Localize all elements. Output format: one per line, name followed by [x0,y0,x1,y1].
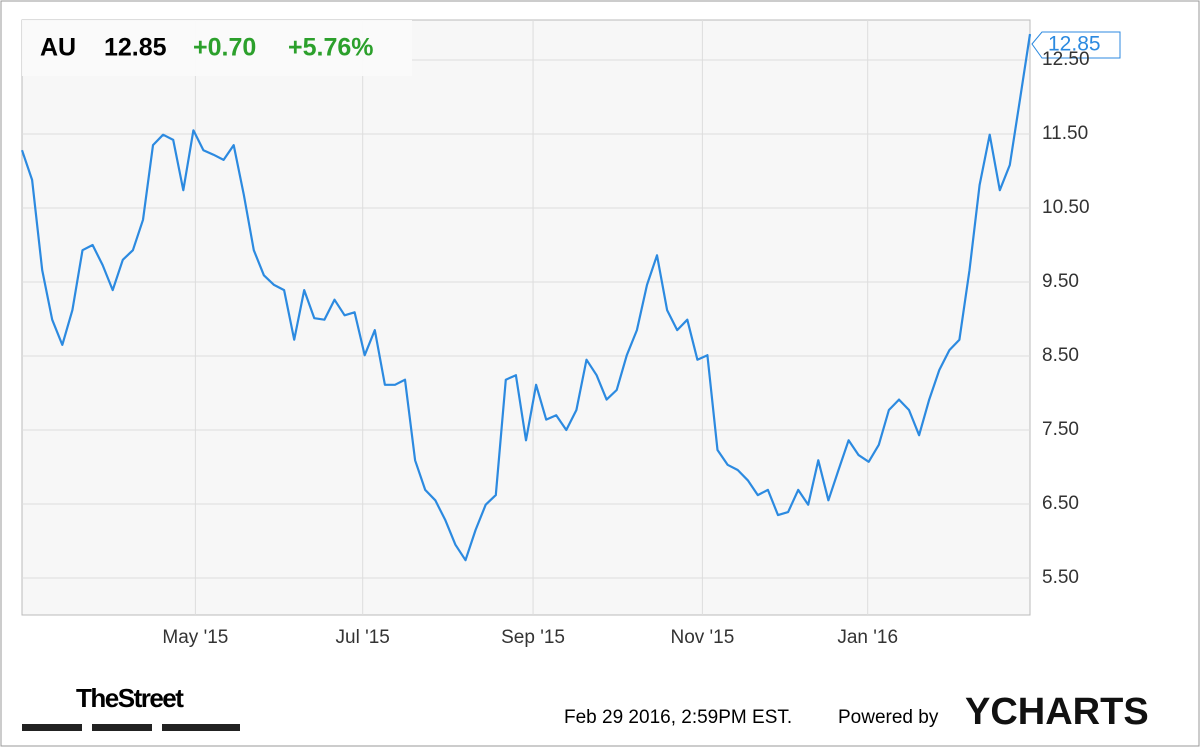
timestamp: Feb 29 2016, 2:59PM EST. [564,707,792,728]
price-line [20,33,1032,562]
last-price-callout [1031,31,1121,59]
brand: YCHARTS [965,691,1149,733]
plot-area [21,19,1031,616]
y-tick-label: 8.50 [1042,345,1079,366]
y-tick-label: 7.50 [1042,419,1079,440]
change-pct: +5.76% [288,34,374,62]
x-tick-label: Jul '15 [336,627,390,648]
x-tick-label: Jan '16 [837,627,898,648]
y-tick-label: 11.50 [1042,123,1088,144]
x-tick-label: Sep '15 [501,627,565,648]
ticker: AU [40,34,76,62]
y-tick-label: 12.50 [1042,49,1090,70]
y-tick-label: 9.50 [1042,271,1079,292]
price: 12.85 [104,34,167,62]
last-price-label: 12.85 [1048,33,1101,56]
logo-bar [92,724,152,731]
header-box [22,20,412,76]
y-tick-label: 5.50 [1042,567,1079,588]
source-logo: TheStreet [76,683,184,713]
y-tick-label: 6.50 [1042,493,1079,514]
y-tick-label: 10.50 [1042,197,1090,218]
logo-bar [22,724,82,731]
powered-by: Powered by [838,707,939,728]
x-tick-label: May '15 [162,627,228,648]
change: +0.70 [193,34,256,62]
logo-bar [162,724,240,731]
x-tick-label: Nov '15 [670,627,734,648]
